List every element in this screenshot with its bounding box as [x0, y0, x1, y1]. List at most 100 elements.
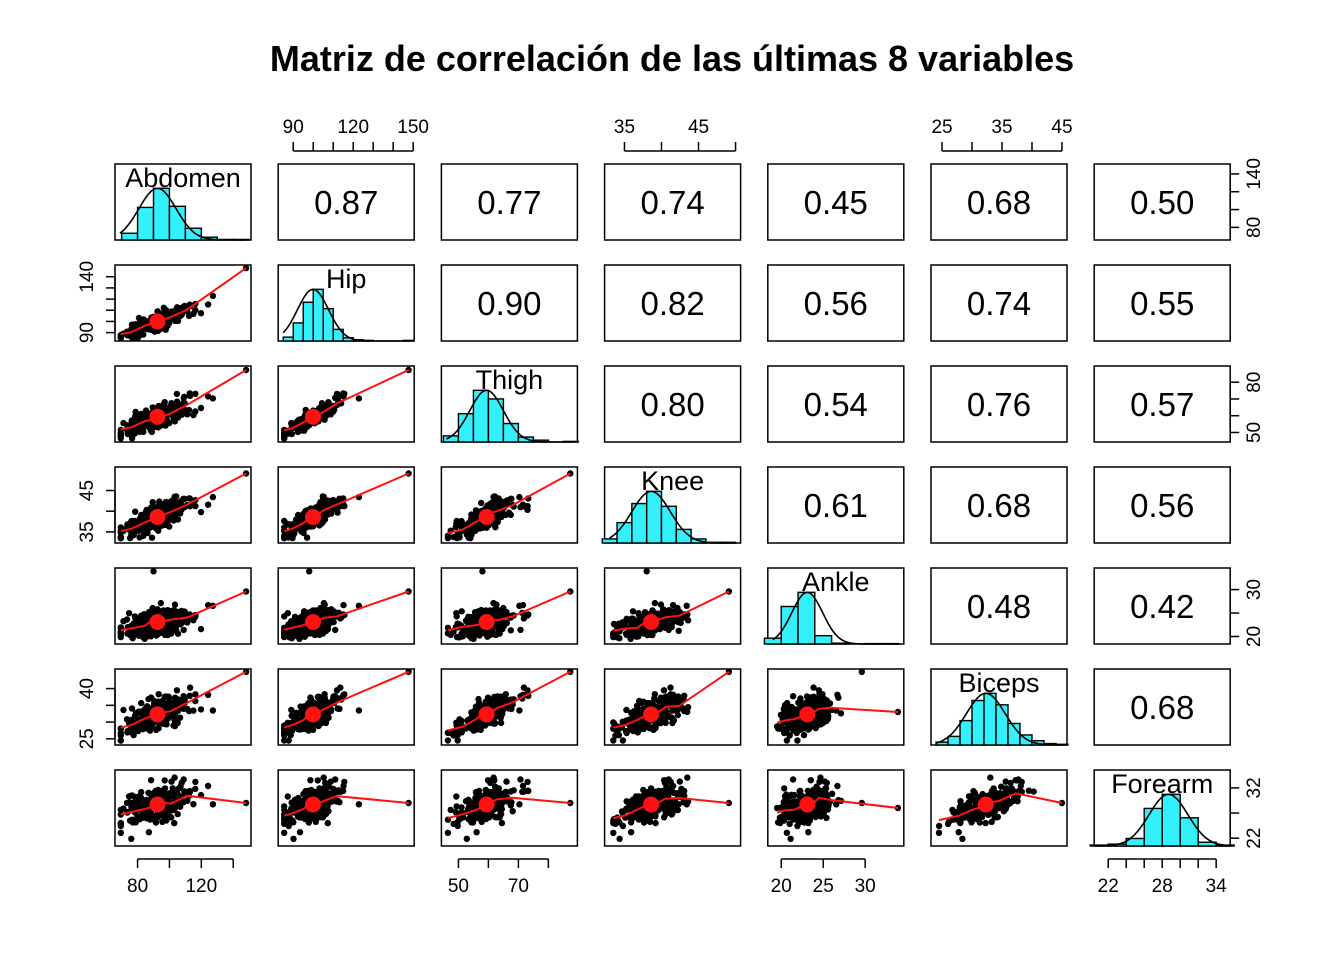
scatter-point [171, 774, 178, 781]
scatter-point [290, 835, 297, 842]
panel-ankle-biceps: 0.48 [930, 567, 1068, 645]
scatter-point [131, 334, 139, 341]
scatter-point [173, 612, 181, 619]
centroid-point [643, 614, 660, 630]
histogram-bar [120, 232, 139, 241]
scatter-point [142, 810, 149, 817]
scatter-point [517, 626, 524, 634]
scatter-point [340, 393, 347, 400]
scatter-point [306, 568, 313, 575]
panel-frame [930, 365, 1068, 443]
panel-thigh-biceps: 0.76 [930, 365, 1068, 443]
variable-label-biceps: Biceps [958, 668, 1039, 698]
histogram-bar [136, 206, 155, 241]
scatter-point [209, 493, 217, 501]
scatter-point [296, 829, 304, 836]
scatter-point [470, 635, 477, 642]
scatter-point [309, 698, 316, 706]
scatter-point [493, 698, 500, 705]
scatter-point [623, 618, 630, 625]
panel-thigh-thigh: Thigh [440, 365, 580, 443]
scatter-points [444, 470, 574, 542]
centroid-point [305, 614, 321, 630]
scatter-point [128, 835, 135, 842]
scatter-point [628, 709, 635, 717]
scatter-points [610, 774, 733, 842]
centroid-point [149, 313, 166, 330]
scatter-point [145, 829, 153, 836]
scatter-point [131, 613, 139, 620]
scatter-point [288, 706, 295, 714]
scatter-point [810, 684, 817, 691]
scatter-points [117, 669, 250, 744]
variable-label-thigh: Thigh [476, 365, 544, 395]
correlation-value: 0.68 [967, 487, 1031, 524]
scatter-point [524, 787, 531, 794]
panel-frame [1093, 668, 1231, 746]
panel-frame [603, 769, 742, 847]
scatter-point [629, 608, 637, 615]
scatter-point [676, 778, 683, 785]
panel-ankle-forearm: 0.42 [1093, 567, 1231, 645]
correlation-value: 0.82 [640, 285, 704, 322]
chart-title: Matriz de correlación de las últimas 8 v… [270, 38, 1074, 79]
scatter-point [340, 601, 347, 609]
correlation-value: 0.74 [640, 184, 704, 221]
scatter-point [475, 611, 483, 618]
scatter-point [147, 694, 155, 701]
scatter-point [285, 737, 292, 744]
scatter-point [669, 601, 677, 609]
scatter-point [623, 631, 630, 638]
panel-forearm-knee [603, 769, 742, 847]
scatter-point [281, 737, 288, 744]
scatter-point [497, 502, 504, 509]
panel-frame [603, 668, 742, 746]
correlation-value: 0.50 [1130, 184, 1194, 221]
scatter-point [197, 508, 205, 516]
scatter-point [510, 787, 517, 794]
scatter-point [181, 393, 188, 400]
panel-abdomen-biceps: 0.68 [930, 163, 1068, 241]
scatter-point [335, 787, 342, 794]
panel-frame [440, 264, 579, 342]
panel-frame [277, 466, 415, 544]
histogram-bar [797, 591, 816, 645]
scatter-point [475, 813, 483, 820]
scatter-point [180, 626, 187, 634]
scatter-point [192, 778, 199, 786]
scatter-point [168, 400, 175, 407]
scatter-point [313, 721, 320, 728]
scatter-point [321, 792, 329, 799]
scatter-point [783, 707, 790, 714]
scatter-point [316, 814, 323, 821]
scatter-point [296, 801, 303, 808]
scatter-point [458, 608, 465, 615]
panel-frame [603, 163, 742, 241]
scatter-point [132, 819, 139, 826]
scatter-point [677, 619, 684, 627]
scatter-point [149, 813, 157, 821]
scatter-point [197, 625, 205, 633]
panel-knee-biceps: 0.68 [930, 466, 1068, 544]
scatter-point [186, 392, 194, 400]
scatter-point [169, 607, 176, 614]
histogram-bar [645, 490, 663, 544]
scatter-point [117, 806, 125, 814]
scatter-point [463, 835, 470, 842]
scatter-point [184, 705, 191, 713]
panel-frame [277, 567, 415, 645]
scatter-point [125, 793, 133, 800]
scatter-point [778, 724, 785, 731]
scatter-point [192, 502, 199, 510]
scatter-point [333, 687, 341, 694]
variable-label-knee: Knee [641, 466, 704, 496]
correlation-value: 0.74 [967, 285, 1031, 322]
scatter-point [171, 722, 179, 730]
density-curve [772, 591, 899, 645]
scatter-point [117, 822, 125, 830]
scatter-point [173, 390, 181, 398]
scatter-point [173, 304, 181, 311]
scatter-point [327, 778, 334, 785]
scatter-point [468, 614, 475, 621]
scatter-point [284, 793, 291, 800]
